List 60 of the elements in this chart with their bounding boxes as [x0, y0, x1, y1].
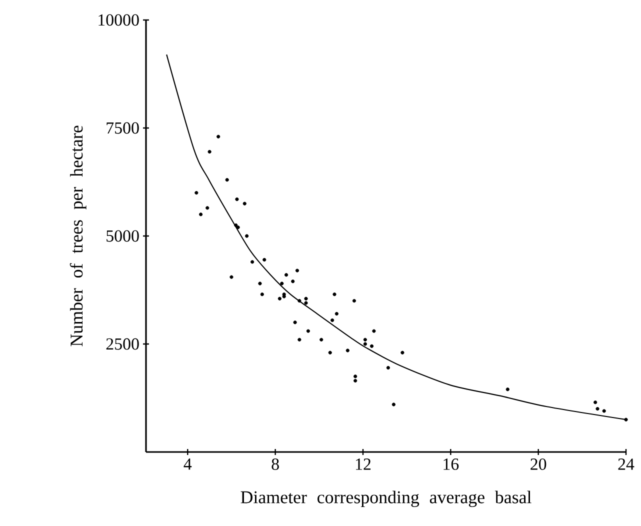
- point: [330, 318, 334, 322]
- point: [206, 206, 210, 210]
- y-axis-title: Number of trees per hectare: [70, 126, 86, 346]
- point: [354, 378, 358, 383]
- point: [284, 273, 288, 277]
- x-axis-title: Diameter corresponding average basal: [240, 490, 532, 508]
- point: [596, 407, 600, 411]
- point: [291, 280, 295, 284]
- y-tick-label: 10000: [98, 14, 139, 26]
- x-tick-label: 12: [356, 458, 371, 470]
- x-tick-label: 4: [184, 458, 192, 470]
- point: [624, 418, 628, 422]
- x-tick-label: 20: [530, 458, 546, 470]
- point: [230, 275, 234, 279]
- point: [400, 350, 404, 354]
- point: [194, 191, 198, 195]
- point: [372, 329, 376, 333]
- point: [225, 178, 229, 182]
- point: [295, 268, 300, 272]
- point: [363, 338, 367, 342]
- point: [298, 338, 302, 342]
- x-tick-label: 8: [272, 458, 279, 470]
- point: [602, 409, 606, 413]
- point: [278, 296, 282, 300]
- point: [370, 344, 374, 348]
- point: [363, 342, 367, 346]
- point: [594, 400, 598, 404]
- x-tick-label: 24: [618, 458, 634, 470]
- x-tick-label: 16: [444, 458, 459, 470]
- point: [328, 350, 332, 354]
- point: [258, 282, 262, 286]
- point: [306, 329, 310, 333]
- point: [245, 234, 249, 238]
- y-tick-label: 7500: [106, 122, 139, 134]
- point: [332, 292, 336, 296]
- point: [354, 374, 358, 378]
- y-tick-label: 2500: [106, 338, 139, 350]
- y-tick-label: 5000: [106, 230, 139, 242]
- point: [304, 296, 308, 300]
- point: [236, 226, 240, 230]
- point: [250, 260, 254, 264]
- point: [208, 150, 212, 154]
- point: [234, 223, 238, 227]
- point: [334, 312, 338, 316]
- point: [280, 282, 284, 286]
- point: [304, 301, 308, 305]
- point: [216, 134, 220, 138]
- point: [386, 366, 390, 370]
- point: [392, 402, 396, 406]
- point: [346, 348, 350, 352]
- point: [235, 197, 239, 202]
- point: [242, 202, 246, 206]
- point: [260, 292, 264, 296]
- point: [293, 320, 297, 324]
- point: [262, 258, 266, 262]
- point: [320, 338, 324, 342]
- point: [199, 212, 203, 216]
- point: [506, 388, 510, 392]
- point: [298, 299, 302, 303]
- point: [352, 299, 356, 303]
